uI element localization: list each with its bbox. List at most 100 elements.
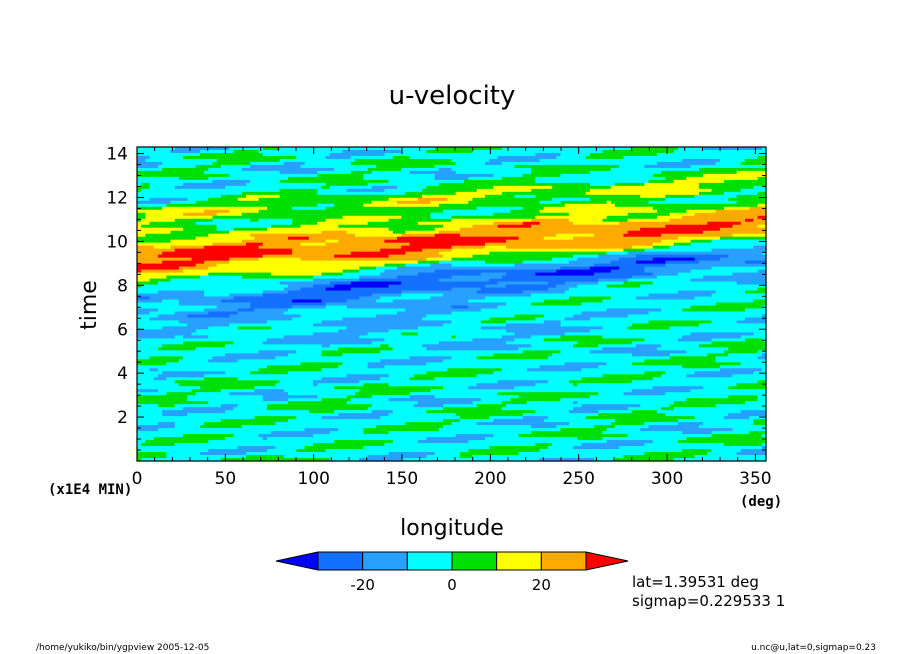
heatmap-cell (682, 155, 687, 160)
heatmap-cell (656, 197, 662, 202)
heatmap-cell (405, 149, 411, 154)
heatmap-cell (304, 233, 310, 238)
heatmap-cell (296, 179, 302, 184)
heatmap-cell (145, 176, 151, 181)
heatmap-cell (560, 158, 566, 163)
heatmap-cell (711, 242, 717, 247)
heatmap-cell (501, 224, 507, 229)
heatmap-cell (384, 230, 390, 235)
heatmap-cell (724, 206, 729, 211)
heatmap-cell (506, 236, 511, 241)
heatmap-cell (334, 224, 339, 229)
heatmap-cell (552, 206, 557, 211)
heatmap-cell (250, 230, 256, 235)
heatmap-cell (229, 188, 235, 193)
heatmap-cell (308, 236, 314, 241)
heatmap-cell (338, 236, 344, 241)
heatmap-cell (547, 176, 553, 181)
heatmap-cell (183, 152, 188, 157)
heatmap-cell (162, 158, 167, 163)
heatmap-cell (413, 218, 419, 223)
heatmap-cell (338, 179, 344, 184)
heatmap-cell (178, 215, 184, 220)
heatmap-cell (426, 206, 432, 211)
heatmap-cell (149, 206, 155, 211)
heatmap-cell (141, 161, 146, 166)
heatmap-cell (476, 197, 482, 202)
heatmap-cell (388, 149, 394, 154)
heatmap-cell (485, 147, 490, 151)
heatmap-cell (183, 197, 188, 202)
heatmap-cell (141, 215, 146, 220)
heatmap-cell (178, 194, 184, 199)
heatmap-cell (749, 179, 755, 184)
heatmap-cell (682, 197, 687, 202)
heatmap-cell (304, 206, 310, 211)
heatmap-cell (237, 239, 243, 244)
heatmap-cell (703, 197, 708, 202)
heatmap-cell (589, 197, 595, 202)
heatmap-cell (707, 179, 713, 184)
heatmap-cell (342, 230, 348, 235)
heatmap-cell (749, 167, 755, 172)
heatmap-cell (543, 161, 549, 166)
heatmap-cell (728, 149, 734, 154)
heatmap-cell (283, 149, 289, 154)
heatmap-cell (728, 236, 734, 241)
heatmap-cell (237, 170, 243, 175)
heatmap-cell (246, 155, 251, 160)
heatmap-cell (157, 206, 163, 211)
heatmap-cell (652, 179, 658, 184)
heatmap-cell (409, 194, 415, 199)
heatmap-cell (275, 242, 281, 247)
heatmap-cell (485, 206, 490, 211)
heatmap-cell (434, 215, 440, 220)
heatmap-cell (656, 221, 662, 226)
heatmap-cell (522, 209, 528, 214)
heatmap-cell (736, 170, 742, 175)
heatmap-cell (409, 158, 415, 163)
heatmap-cell (568, 158, 574, 163)
heatmap-cell (279, 230, 285, 235)
heatmap-cell (417, 182, 423, 187)
heatmap-cell (237, 200, 243, 205)
heatmap-cell (589, 155, 595, 160)
heatmap-cell (325, 227, 331, 232)
heatmap-cell (250, 185, 256, 190)
heatmap-cell (522, 242, 528, 247)
heatmap-cell (409, 161, 415, 166)
heatmap-cell (690, 224, 696, 229)
heatmap-cell (677, 221, 683, 226)
heatmap-cell (233, 245, 239, 250)
heatmap-cell (686, 188, 692, 193)
heatmap-cell (589, 224, 595, 229)
heatmap-cell (174, 176, 180, 181)
heatmap-cell (581, 149, 587, 154)
heatmap-cell (480, 170, 486, 175)
heatmap-cell (485, 185, 490, 190)
heatmap-cell (350, 209, 356, 214)
heatmap-cell (426, 230, 432, 235)
heatmap-cell (220, 149, 226, 154)
heatmap-cell (526, 155, 532, 160)
heatmap-cell (703, 215, 708, 220)
heatmap-cell (388, 173, 394, 178)
heatmap-cell (669, 221, 675, 226)
heatmap-cell (531, 167, 536, 172)
heatmap-cell (652, 149, 658, 154)
heatmap-cell (422, 155, 427, 160)
heatmap-cell (149, 173, 155, 178)
heatmap-cell (359, 236, 365, 241)
heatmap-cell (661, 221, 666, 226)
heatmap-cell (153, 147, 159, 151)
heatmap-cell (522, 164, 528, 169)
heatmap-cell (690, 194, 696, 199)
heatmap-cell (686, 218, 692, 223)
heatmap-cell (208, 227, 214, 232)
heatmap-cell (287, 209, 293, 214)
heatmap-cell (472, 239, 478, 244)
heatmap-cell (216, 206, 222, 211)
heatmap-cell (279, 242, 285, 247)
heatmap-cell (514, 185, 520, 190)
heatmap-cell (682, 242, 687, 247)
